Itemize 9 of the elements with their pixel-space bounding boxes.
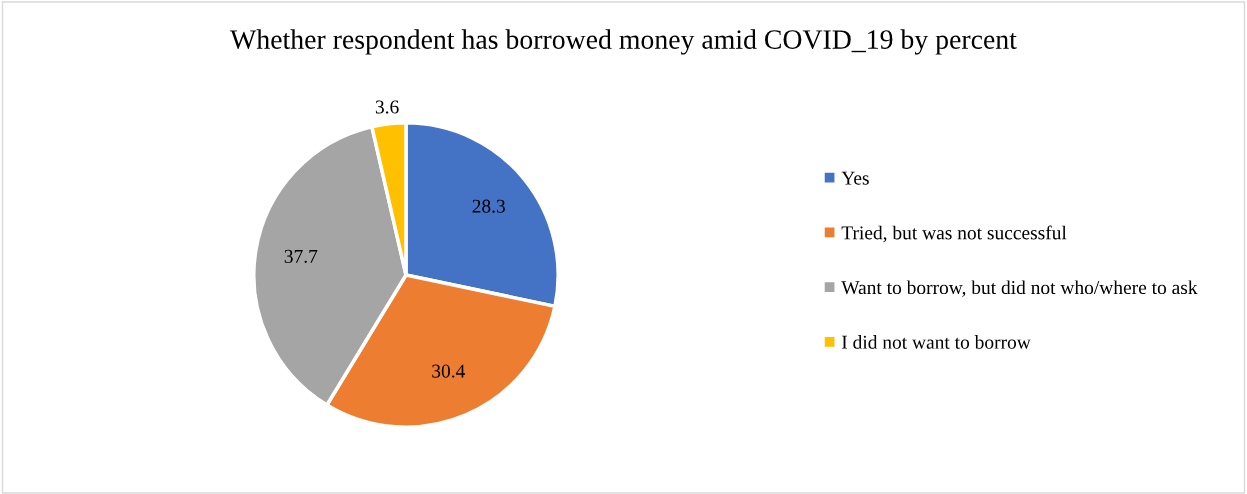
legend-label: Yes	[841, 171, 869, 185]
chart-title: Whether respondent has borrowed money amid COVID_19 by percent	[230, 29, 1017, 55]
legend-label: I did not want to borrow	[841, 335, 1031, 349]
data-label: 28.3	[472, 199, 505, 213]
data-label: 3.6	[375, 100, 399, 114]
legend-label: Want to borrow, but did not who/where to ask	[841, 280, 1198, 297]
legend-label: Tried, but was not successful	[841, 225, 1067, 243]
data-label: 30.4	[432, 364, 466, 378]
data-label: 37.7	[284, 249, 318, 263]
